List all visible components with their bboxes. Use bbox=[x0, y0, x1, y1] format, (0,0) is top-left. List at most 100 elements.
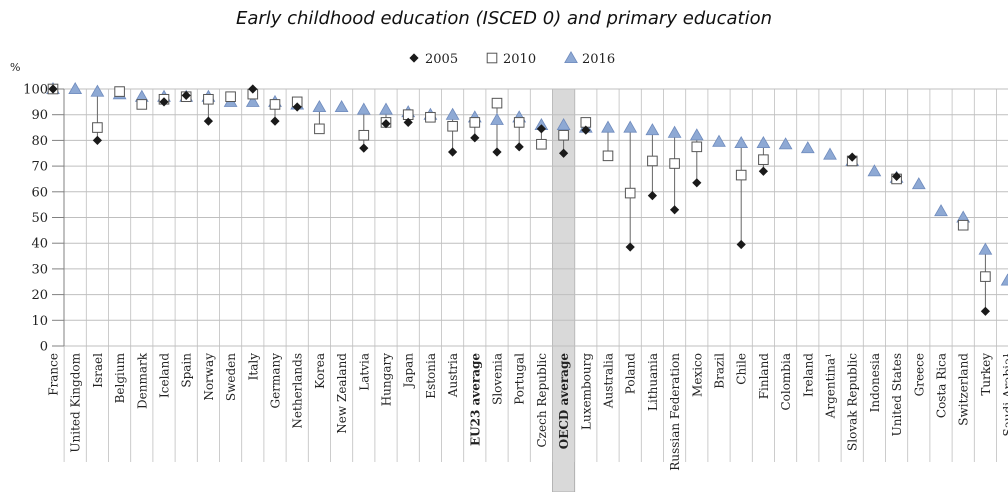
category-label-chile: Chile bbox=[735, 353, 749, 385]
point-2016-poland bbox=[623, 120, 638, 133]
point-2010-australia bbox=[602, 150, 614, 162]
point-2010-russian-federation bbox=[669, 158, 680, 169]
point-2010-latvia bbox=[358, 129, 370, 141]
data-markers bbox=[46, 81, 1008, 316]
category-label-poland: Poland bbox=[624, 353, 638, 395]
y-tick-label: 60 bbox=[31, 185, 48, 200]
point-2005-france bbox=[48, 84, 58, 94]
point-2005-poland bbox=[625, 242, 635, 252]
point-2016-russian-federation bbox=[667, 125, 682, 138]
legend-label-2016: 2016 bbox=[582, 52, 615, 67]
category-label-eu23-average: EU23 average bbox=[468, 353, 482, 446]
point-2016-argentina bbox=[823, 147, 837, 160]
category-label-new-zealand: New Zealand bbox=[335, 353, 349, 434]
category-label-switzerland: Switzerland bbox=[957, 353, 971, 426]
category-label-latvia: Latvia bbox=[357, 353, 371, 391]
point-2016-slovenia bbox=[490, 112, 504, 125]
category-label-estonia: Estonia bbox=[424, 353, 438, 399]
point-2010-poland bbox=[624, 187, 636, 199]
point-2016-ireland bbox=[800, 141, 815, 154]
point-2010-belgium bbox=[114, 86, 125, 97]
point-2016-new-zealand bbox=[334, 99, 349, 113]
category-label-brazil: Brazil bbox=[713, 353, 727, 389]
point-2005-lithuania bbox=[647, 191, 657, 201]
category-label-norway: Norway bbox=[202, 353, 216, 401]
y-tick-label: 0 bbox=[40, 340, 48, 355]
point-2016-saudi-arabia bbox=[1000, 273, 1008, 286]
point-2010-oecd-average bbox=[558, 129, 569, 141]
point-2005-mexico bbox=[692, 178, 702, 188]
y-tick-label: 20 bbox=[31, 288, 48, 303]
point-2005-czech-republic bbox=[536, 124, 546, 134]
point-2005-turkey bbox=[980, 306, 990, 316]
y-tick-label: 40 bbox=[31, 237, 48, 252]
point-2005-hungary bbox=[381, 119, 391, 129]
point-2010-denmark bbox=[136, 99, 148, 110]
point-2010-lithuania bbox=[647, 155, 658, 167]
legend-label-2010: 2010 bbox=[503, 52, 536, 67]
y-tick-label: 10 bbox=[31, 314, 48, 329]
point-2010-eu23-average bbox=[469, 117, 481, 128]
category-labels: France United Kingdom Israel Belgium Denmark… bbox=[47, 352, 1008, 470]
category-label-united-kingdom: United Kingdom bbox=[69, 352, 83, 452]
category-label-greece: Greece bbox=[912, 353, 926, 396]
y-tick-label: 80 bbox=[31, 134, 48, 149]
point-2010-mexico bbox=[691, 141, 703, 153]
point-2016-korea bbox=[312, 99, 327, 113]
category-label-mexico: Mexico bbox=[690, 353, 704, 397]
point-2005-chile bbox=[736, 239, 746, 250]
legend-marker-2016 bbox=[564, 50, 578, 64]
point-2010-estonia bbox=[425, 111, 436, 123]
chart-title: Early childhood education (ISCED 0) and … bbox=[235, 8, 773, 29]
point-2016-brazil bbox=[712, 134, 726, 147]
point-2005-israel bbox=[92, 135, 102, 145]
y-tick-label: 90 bbox=[31, 108, 48, 123]
point-2005-oecd-average bbox=[559, 148, 569, 158]
category-label-slovenia: Slovenia bbox=[491, 353, 505, 405]
category-label-netherlands: Netherlands bbox=[291, 353, 305, 429]
point-2005-eu23-average bbox=[470, 133, 480, 143]
point-2016-mexico bbox=[689, 128, 704, 141]
category-label-italy: Italy bbox=[246, 353, 260, 381]
point-2016-lithuania bbox=[645, 123, 660, 136]
category-label-israel: Israel bbox=[91, 353, 105, 388]
point-2016-indonesia bbox=[867, 164, 882, 177]
point-2016-colombia bbox=[778, 137, 793, 150]
point-2010-turkey bbox=[980, 271, 991, 282]
category-label-russian-federation: Russian Federation bbox=[668, 353, 682, 471]
point-2016-chile bbox=[734, 135, 749, 149]
y-axis-ticks: 0 10 20 30 40 50 60 70 80 90 100 bbox=[23, 83, 64, 355]
point-2016-australia bbox=[601, 120, 615, 133]
y-tick-label: 100 bbox=[23, 83, 48, 98]
point-2016-oecd-average bbox=[556, 117, 571, 131]
point-2010-korea bbox=[314, 123, 325, 135]
point-2016-italy bbox=[245, 94, 260, 107]
category-label-france: France bbox=[47, 353, 61, 396]
category-label-indonesia: Indonesia bbox=[868, 353, 882, 412]
point-2010-sweden bbox=[225, 91, 236, 103]
category-label-slovak-republic: Slovak Republic bbox=[846, 353, 860, 451]
point-2016-united-kingdom bbox=[68, 81, 83, 95]
category-label-belgium: Belgium bbox=[113, 352, 127, 403]
point-2005-norway bbox=[203, 116, 213, 126]
point-2010-finland bbox=[758, 154, 769, 165]
point-2005-iceland bbox=[159, 97, 169, 107]
category-label-portugal: Portugal bbox=[513, 353, 527, 405]
legend: 2005 2010 2016 bbox=[409, 50, 615, 67]
point-2016-costa-rica bbox=[934, 204, 948, 217]
point-2010-switzerland bbox=[957, 219, 969, 231]
point-2005-luxembourg bbox=[581, 125, 591, 135]
category-label-hungary: Hungary bbox=[380, 353, 394, 406]
point-2010-germany bbox=[269, 99, 281, 110]
category-label-lithuania: Lithuania bbox=[646, 353, 660, 411]
point-2010-slovenia bbox=[491, 97, 503, 109]
point-2016-greece bbox=[911, 177, 926, 190]
category-label-argentina: Argentina¹ bbox=[824, 353, 838, 419]
legend-marker-2010 bbox=[486, 52, 498, 64]
category-label-saudi-arabia: Saudi Arabia¹ bbox=[1001, 353, 1008, 436]
category-label-united-states: United States bbox=[890, 353, 904, 436]
point-2005-united-states bbox=[892, 171, 902, 181]
point-2005-slovenia bbox=[492, 147, 502, 157]
point-2005-portugal bbox=[514, 142, 524, 152]
